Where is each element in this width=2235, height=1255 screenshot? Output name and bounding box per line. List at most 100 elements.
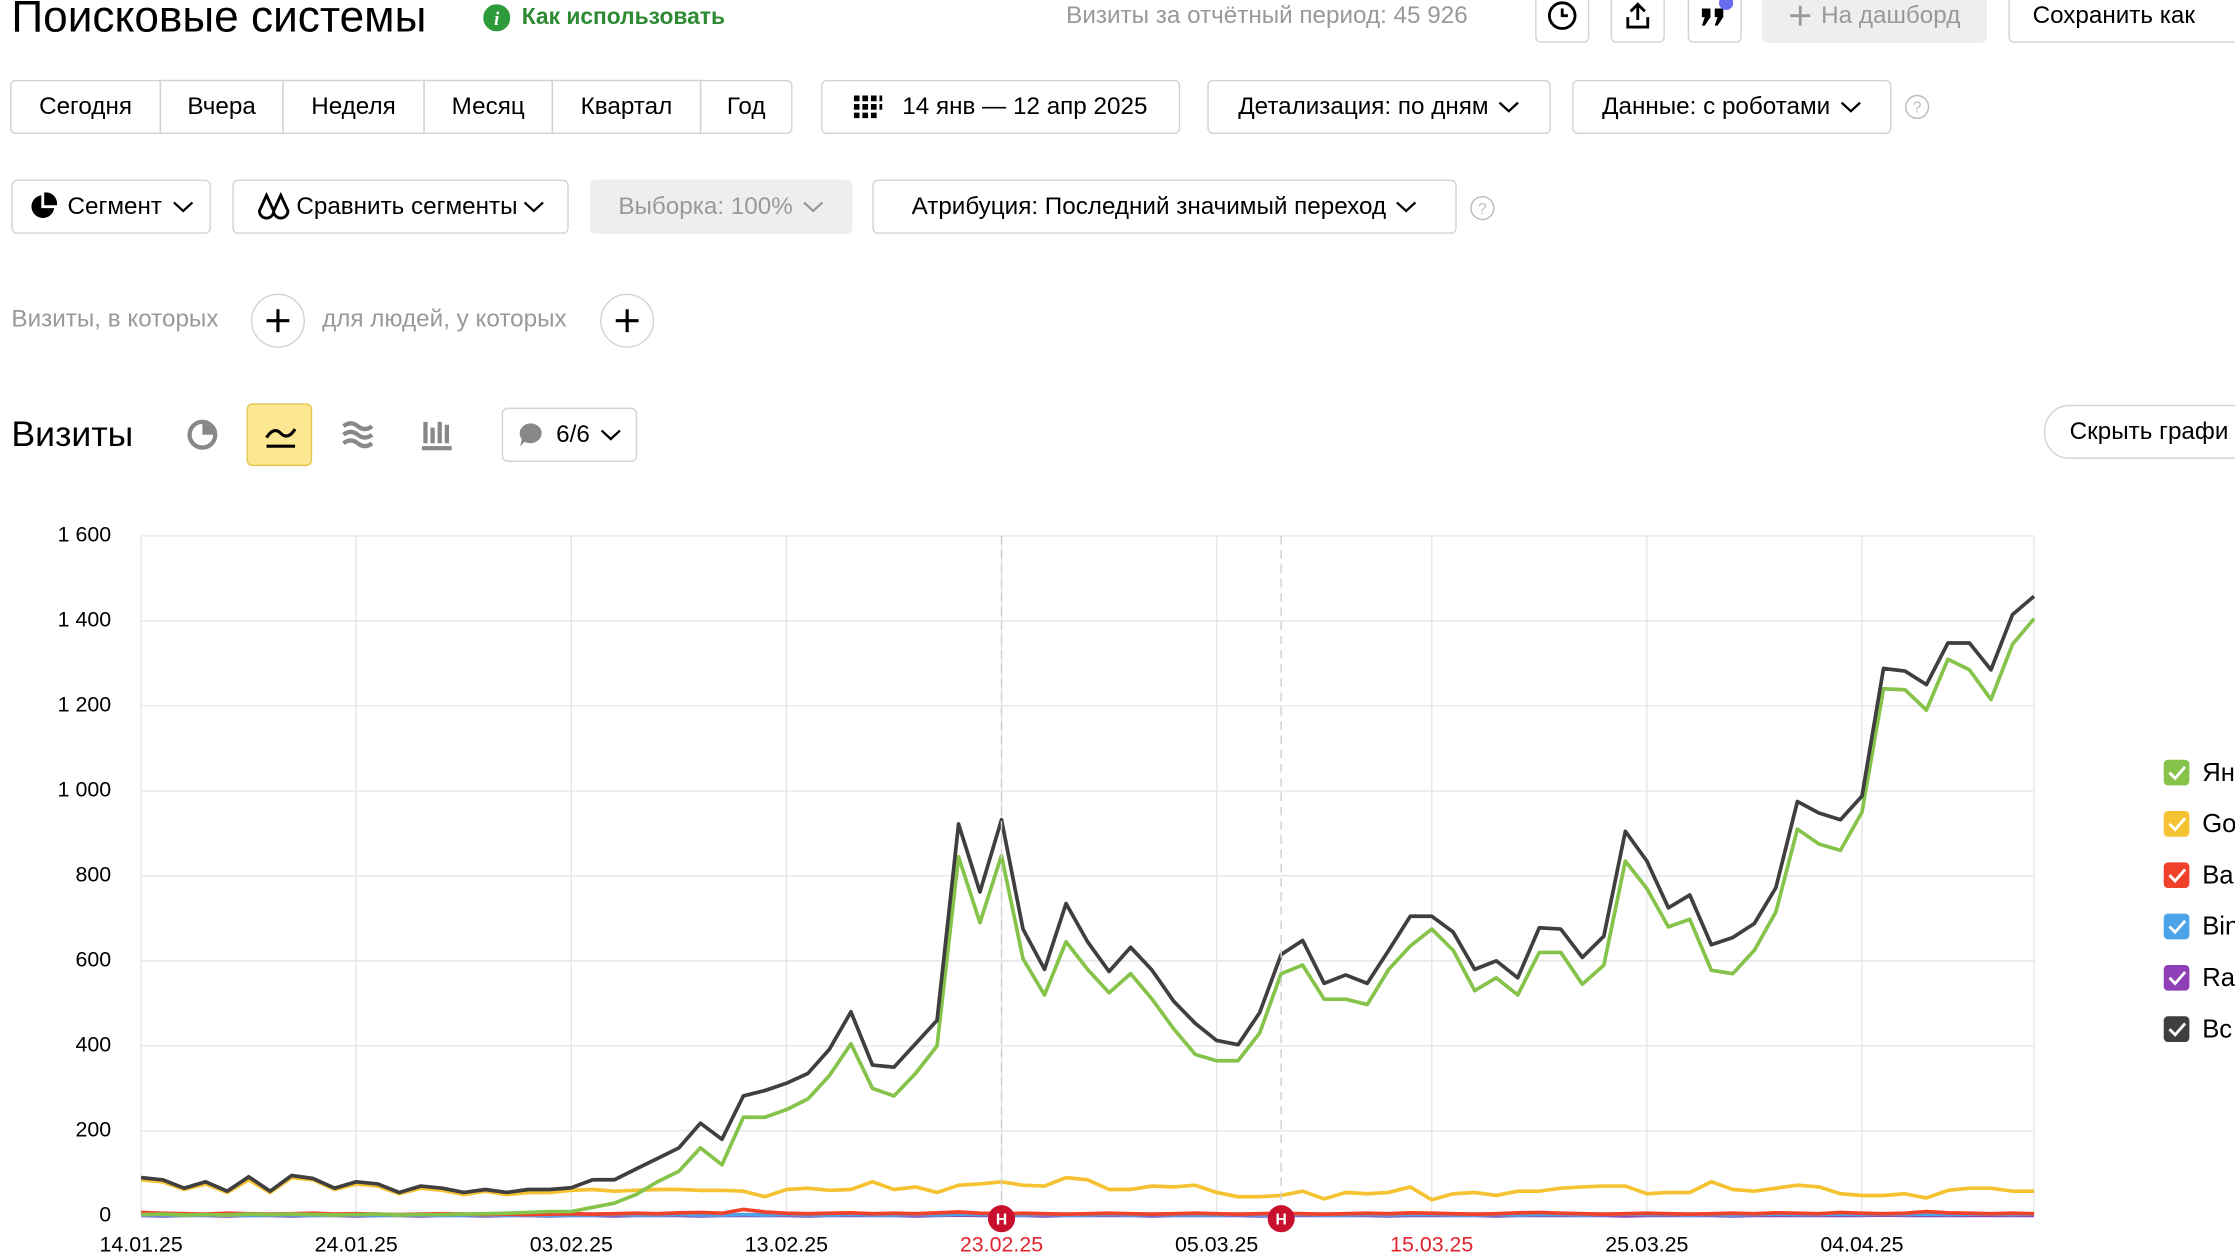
- icon-part: [1499, 101, 1520, 113]
- attribution-dropdown[interactable]: Атрибуция: Последний значимый переход: [872, 179, 1457, 234]
- period-tab[interactable]: Квартал: [551, 79, 702, 134]
- legend-check: [2168, 919, 2187, 935]
- total-visits: Визиты за отчётный период: 45 926: [1066, 1, 1468, 29]
- x-tick-label: 24.01.25: [315, 1232, 398, 1254]
- y-tick-label: 200: [76, 1118, 112, 1142]
- icon-part: [202, 421, 216, 435]
- legend-check: [2168, 971, 2187, 986]
- icon-part: [523, 201, 544, 213]
- icon-part: [172, 201, 193, 213]
- help-link[interactable]: Как использовать: [521, 5, 725, 30]
- legend-checkbox: [2163, 759, 2190, 786]
- save-as-button[interactable]: Сохранить как: [2008, 0, 2235, 43]
- icon-part: [1626, 2, 1650, 29]
- help-icon: i: [483, 4, 511, 32]
- icon-part: [600, 429, 621, 441]
- add-condition-button[interactable]: [250, 293, 306, 348]
- icon-part: [803, 201, 824, 213]
- y-tick-label: 1 600: [58, 523, 112, 547]
- x-tick-label: 25.03.25: [1605, 1232, 1688, 1254]
- icon-part: [803, 201, 824, 213]
- period-tab[interactable]: Сегодня: [9, 79, 162, 134]
- y-tick-label: 0: [99, 1202, 111, 1226]
- history-button[interactable]: [1535, 0, 1590, 43]
- add-condition-button[interactable]: [600, 293, 655, 348]
- condition-label: Визиты, в которых: [11, 305, 219, 333]
- icon-part: [1905, 94, 1930, 120]
- period-tab[interactable]: Месяц: [423, 79, 554, 134]
- legend-checkbox: [2163, 811, 2190, 837]
- detail-dropdown[interactable]: Детализация: по дням: [1207, 79, 1551, 134]
- legend-check: [2168, 765, 2187, 781]
- button-label: Атрибуция: Последний значимый переход: [911, 192, 1387, 220]
- button-label: На дашборд: [1821, 1, 1961, 29]
- legend-checkbox: [2163, 913, 2190, 940]
- icon-part: [1789, 5, 1810, 26]
- icon-part: [615, 309, 639, 333]
- area-view-button[interactable]: [342, 419, 374, 450]
- icon-part: [1499, 101, 1520, 113]
- icon-part: i: [494, 9, 500, 30]
- export-button[interactable]: [1610, 0, 1665, 43]
- icon-part: [1701, 8, 1724, 26]
- icon-part: [615, 309, 639, 333]
- y-tick-label: 1 200: [58, 693, 112, 717]
- period-tab[interactable]: Неделя: [282, 79, 425, 134]
- icon-part: [519, 423, 542, 447]
- icon-part: [1719, 0, 1734, 10]
- button-label: 6/6: [556, 420, 590, 448]
- icon-part: [1396, 201, 1417, 213]
- icon-part: [1701, 0, 1734, 26]
- button-label: Сравнить сегменты: [296, 192, 518, 220]
- icon-part: [265, 428, 297, 448]
- add-dashboard-button[interactable]: На дашборд: [1761, 0, 1987, 43]
- segment-dropdown[interactable]: Сегмент: [11, 179, 211, 234]
- series-line: [140, 594, 2036, 1195]
- legend-checkbox: [2163, 1016, 2190, 1042]
- legend-checkbox: [2163, 862, 2190, 889]
- question-icon[interactable]: ?: [1904, 94, 1930, 120]
- pie-view-button[interactable]: [187, 419, 218, 450]
- icon-part: [1560, 8, 1568, 18]
- legend-label: Go: [2202, 810, 2235, 838]
- question-icon[interactable]: ?: [1470, 195, 1496, 221]
- icon-part: [266, 309, 290, 333]
- icon-part: [421, 421, 452, 451]
- y-tick-label: 1 000: [58, 778, 112, 802]
- page-title: Поисковые системы: [11, 0, 427, 42]
- icon-part: [1626, 2, 1650, 29]
- annotation-marker: [1267, 1205, 1295, 1233]
- icon-part: [519, 423, 542, 447]
- period-tab[interactable]: Год: [699, 79, 793, 134]
- series-dropdown[interactable]: 6/6: [501, 407, 638, 462]
- bar-view-button[interactable]: [420, 419, 452, 451]
- hide-chart-button[interactable]: Скрыть графи: [2043, 404, 2235, 459]
- icon-part: [44, 192, 58, 206]
- icon-part: [257, 192, 290, 220]
- data-dropdown[interactable]: Данные: с роботами: [1572, 79, 1892, 134]
- line-view-button[interactable]: [246, 403, 313, 467]
- icon-part: [265, 428, 297, 448]
- compare-dropdown[interactable]: Сравнить сегменты: [232, 179, 569, 234]
- annotation-label: Н: [1276, 1211, 1287, 1228]
- annotation-label: Н: [996, 1211, 1007, 1228]
- x-tick-label: 13.02.25: [745, 1232, 828, 1254]
- y-tick-label: 400: [76, 1033, 112, 1057]
- period-tab[interactable]: Вчера: [159, 79, 284, 134]
- y-tick-label: 1 400: [58, 608, 112, 632]
- x-tick-label: 15.03.25: [1390, 1232, 1473, 1254]
- icon-part: [1396, 201, 1417, 213]
- date-range-button[interactable]: 14 янв — 12 апр 2025: [821, 79, 1181, 134]
- y-tick-label: 800: [76, 863, 112, 887]
- feedback-button[interactable]: [1687, 0, 1742, 43]
- button-label: 14 янв — 12 апр 2025: [902, 92, 1148, 120]
- x-tick-label: 04.04.25: [1820, 1232, 1903, 1254]
- x-tick-label: 03.02.25: [530, 1232, 613, 1254]
- icon-part: [31, 195, 55, 218]
- legend-check: [2168, 868, 2187, 883]
- x-tick-label: 05.03.25: [1175, 1232, 1258, 1254]
- icon-part: [853, 95, 883, 119]
- annotation-marker: [987, 1205, 1016, 1233]
